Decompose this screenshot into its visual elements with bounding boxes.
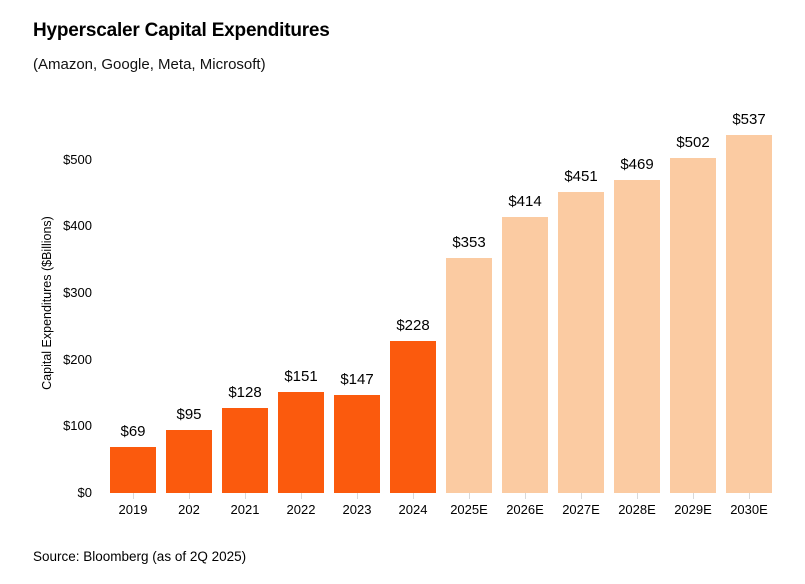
bar-value-label-202: $95 — [176, 406, 202, 423]
x-tick-mark — [525, 493, 526, 499]
x-label-2019: 2019 — [118, 502, 148, 517]
y-tick-100: $100 — [63, 418, 92, 434]
bar-2024 — [390, 341, 436, 493]
bar-value-label-2024: $228 — [396, 317, 430, 334]
bar-value-label-2022: $151 — [284, 368, 318, 385]
bar-2026E — [502, 217, 548, 493]
bar-column-2022: $151 2022 — [273, 113, 329, 517]
chart-subtitle: (Amazon, Google, Meta, Microsoft) — [33, 56, 266, 73]
bar-value-label-2025E: $353 — [452, 234, 486, 251]
y-tick-300: $300 — [63, 285, 92, 300]
x-label-2025E: 2025E — [450, 502, 488, 517]
x-tick-mark — [301, 493, 302, 499]
bar-column-2023: $147 2023 — [329, 113, 385, 517]
x-label-2026E: 2026E — [506, 502, 544, 517]
bar-column-2029E: $502 2029E — [665, 113, 721, 517]
x-label-2022: 2022 — [286, 502, 316, 517]
bar-column-202: $95 202 — [161, 113, 217, 517]
x-label-202: 202 — [178, 502, 200, 517]
x-label-2021: 2021 — [230, 502, 260, 517]
y-tick-0: $0 — [77, 485, 92, 500]
x-tick-mark — [245, 493, 246, 499]
x-tick-mark — [693, 493, 694, 499]
x-label-2028E: 2028E — [618, 502, 656, 517]
bar-2027E — [558, 192, 604, 493]
x-label-2030E: 2030E — [730, 502, 768, 517]
y-tick-400: $400 — [63, 218, 92, 234]
x-label-2023: 2023 — [342, 502, 372, 517]
bar-column-2025E: $353 2025E — [441, 113, 497, 517]
bar-value-label-2030E: $537 — [732, 111, 766, 128]
x-label-2029E: 2029E — [674, 502, 712, 517]
bar-2029E — [670, 158, 716, 493]
x-tick-mark — [581, 493, 582, 499]
bar-202 — [166, 430, 212, 493]
plot-area: Capital Expenditures ($Billions) $0 $100 $… — [40, 111, 777, 517]
x-tick-mark — [357, 493, 358, 499]
bars-container: $69 2019 $95 202 $128 2021 $151 2022 $147 2023 $22… — [105, 111, 777, 517]
bar-value-label-2027E: $451 — [564, 168, 598, 185]
y-axis-ticks: $0 $100 $200 $300 $400 $500 — [53, 113, 105, 500]
y-tick-200: $200 — [63, 351, 92, 367]
bar-2019 — [110, 447, 156, 493]
bar-2030E — [726, 135, 772, 493]
x-tick-mark — [749, 493, 750, 499]
bar-column-2028E: $469 2028E — [609, 113, 665, 517]
x-tick-mark — [189, 493, 190, 499]
bar-column-2021: $128 2021 — [217, 113, 273, 517]
x-tick-mark — [637, 493, 638, 499]
source-note: Source: Bloomberg (as of 2Q 2025) — [33, 549, 247, 564]
bar-2023 — [334, 395, 380, 493]
x-tick-mark — [413, 493, 414, 499]
x-label-2024: 2024 — [398, 502, 428, 517]
bar-column-2019: $69 2019 — [105, 113, 161, 517]
bar-2025E — [446, 258, 492, 493]
bar-value-label-2029E: $502 — [676, 134, 710, 151]
bar-value-label-2019: $69 — [120, 423, 146, 440]
bar-column-2030E: $537 2030E — [721, 111, 777, 517]
bar-column-2024: $228 2024 — [385, 113, 441, 517]
x-label-2027E: 2027E — [562, 502, 600, 517]
bar-value-label-2023: $147 — [340, 371, 374, 388]
bar-2022 — [278, 392, 324, 493]
bar-value-label-2028E: $469 — [620, 156, 654, 173]
bar-2021 — [222, 408, 268, 493]
bar-2028E — [614, 180, 660, 493]
x-tick-mark — [133, 493, 134, 499]
y-tick-500: $500 — [63, 151, 92, 167]
chart-title: Hyperscaler Capital Expenditures — [33, 20, 330, 41]
bar-value-label-2026E: $414 — [508, 193, 542, 210]
bar-column-2027E: $451 2027E — [553, 113, 609, 517]
bar-value-label-2021: $128 — [228, 384, 262, 401]
x-tick-mark — [469, 493, 470, 499]
bar-column-2026E: $414 2026E — [497, 113, 553, 517]
